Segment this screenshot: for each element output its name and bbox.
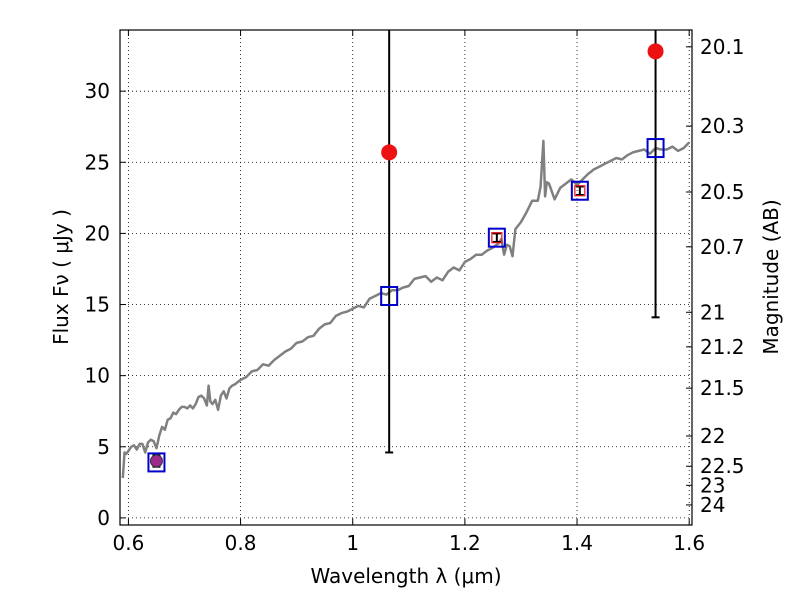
y-tick-label: 0 bbox=[97, 506, 110, 530]
x-tick-label: 1.4 bbox=[561, 531, 593, 555]
y-tick-label: 30 bbox=[85, 79, 110, 103]
spectrum-line bbox=[121, 139, 691, 479]
x-tick-label: 1 bbox=[346, 531, 359, 555]
x-tick-label: 0.6 bbox=[113, 531, 145, 555]
y2-axis-label: Magnitude (AB) bbox=[759, 199, 783, 354]
x-tick-label: 0.8 bbox=[225, 531, 257, 555]
observed-point bbox=[491, 232, 503, 244]
y-tick-label: 20 bbox=[85, 221, 110, 245]
x-axis-label: Wavelength λ (μm) bbox=[310, 564, 501, 588]
model-square-marker bbox=[487, 227, 506, 248]
x-tick-label: 1.6 bbox=[673, 531, 705, 555]
y-axis-label: Flux Fν ( μJy ) bbox=[49, 209, 73, 345]
y2-tick-label: 21.2 bbox=[700, 335, 745, 359]
y-tick-label: 5 bbox=[97, 435, 110, 459]
y2-tick-label: 24 bbox=[700, 493, 725, 517]
x-tick-label: 1.2 bbox=[449, 531, 481, 555]
observed-point bbox=[149, 454, 163, 468]
observed-point bbox=[647, 43, 664, 60]
y2-tick-label: 20.3 bbox=[700, 114, 745, 138]
plot-frame bbox=[119, 29, 693, 526]
y2-tick-label: 20.5 bbox=[700, 180, 745, 204]
y-tick-label: 15 bbox=[85, 293, 110, 317]
observed-point bbox=[381, 144, 398, 161]
y2-tick-label: 21 bbox=[700, 300, 725, 324]
y2-tick-label: 22.5 bbox=[700, 454, 745, 478]
y2-tick-label: 20.1 bbox=[700, 35, 745, 59]
y2-tick-label: 22 bbox=[700, 424, 725, 448]
y-tick-label: 10 bbox=[85, 364, 110, 388]
observed-point bbox=[574, 185, 586, 197]
model-square-marker bbox=[646, 138, 665, 159]
model-square-marker bbox=[380, 285, 399, 306]
data-layer bbox=[121, 30, 691, 479]
y2-tick-label: 20.7 bbox=[700, 235, 745, 259]
y2-tick-label: 23 bbox=[700, 473, 725, 497]
y-tick-label: 25 bbox=[85, 150, 110, 174]
y2-tick-label: 21.5 bbox=[700, 376, 745, 400]
grid-layer bbox=[120, 30, 692, 525]
model-square-marker bbox=[147, 452, 166, 473]
tick-layer: 0.6 0.8 1 1.2 1.4 1.6 0 5 10 15 20 25 30 20.1 20.3 20.5… bbox=[85, 30, 745, 555]
model-square-marker bbox=[570, 180, 589, 201]
